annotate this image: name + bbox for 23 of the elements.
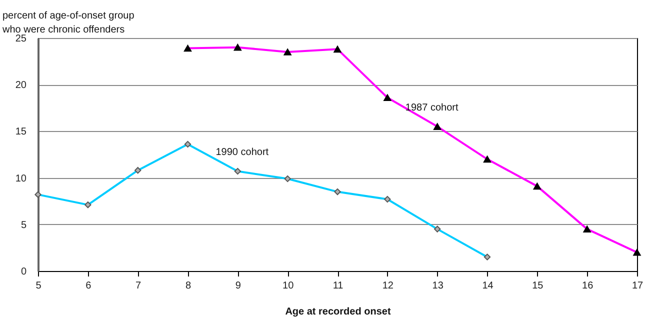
series-label: 1987 cohort: [405, 102, 458, 114]
y-axis-title: percent of age-of-onset group who were chronic offenders: [2, 10, 135, 36]
x-tick-label: 16: [582, 280, 594, 292]
x-tick-label: 10: [282, 280, 294, 292]
x-tick-label: 13: [432, 280, 444, 292]
x-tick-label: 14: [482, 280, 494, 292]
y-tick-label: 25: [15, 34, 27, 44]
x-tick-label: 7: [136, 280, 142, 292]
x-tick-label: 17: [632, 280, 644, 292]
x-tick-label: 12: [382, 280, 394, 292]
x-tick-label: 5: [36, 280, 42, 292]
x-tick-label: 11: [332, 280, 344, 292]
x-tick-label: 8: [185, 280, 192, 292]
series-label: 1990 cohort: [216, 147, 269, 158]
x-axis-title: Age at recorded onset: [285, 306, 392, 318]
y-tick-label: 20: [15, 80, 27, 92]
y-tick-label: 15: [15, 126, 27, 138]
x-tick-label: 9: [235, 280, 242, 292]
x-tick-label: 15: [532, 280, 544, 292]
x-tick-label: 6: [86, 280, 92, 292]
y-tick-label: 0: [20, 266, 27, 278]
y-tick-label: 5: [20, 220, 27, 231]
y-tick-label: 10: [15, 173, 27, 184]
